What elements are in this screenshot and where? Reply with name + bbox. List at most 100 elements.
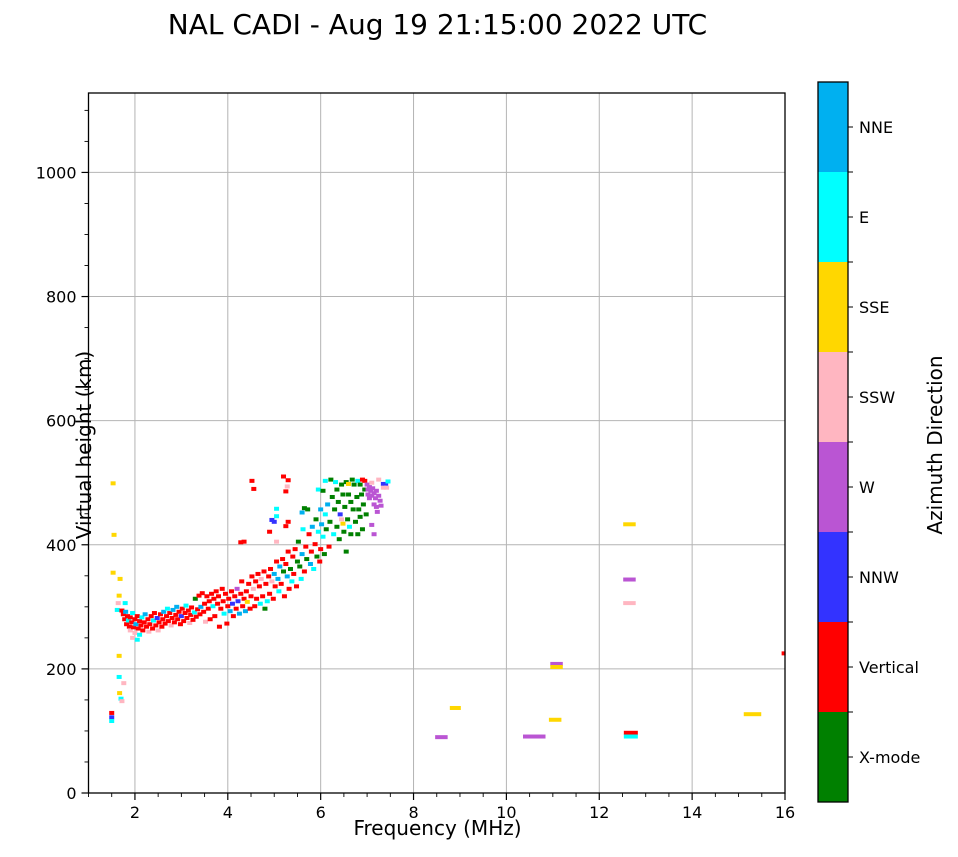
scatter-point bbox=[341, 529, 347, 534]
scatter-point bbox=[146, 629, 152, 634]
scatter-point bbox=[294, 584, 300, 589]
colorbar-segment bbox=[818, 82, 848, 172]
scatter-point bbox=[161, 609, 167, 614]
scatter-point bbox=[301, 569, 307, 574]
scatter-point bbox=[280, 557, 286, 562]
scatter-point bbox=[290, 554, 296, 559]
colorbar-tick-label: E bbox=[859, 208, 869, 227]
scatter-point bbox=[371, 491, 377, 496]
scatter-point bbox=[121, 681, 127, 686]
scatter-point bbox=[352, 519, 358, 524]
scatter-point bbox=[337, 512, 343, 517]
scatter-point bbox=[130, 635, 136, 640]
scatter-point bbox=[178, 614, 184, 619]
scatter-point bbox=[289, 579, 295, 584]
scatter-point bbox=[267, 591, 273, 596]
scatter-point bbox=[299, 510, 305, 515]
scatter-point bbox=[523, 734, 546, 739]
scatter-point bbox=[278, 581, 284, 586]
colorbar-segment bbox=[818, 172, 848, 262]
scatter-point bbox=[333, 480, 339, 485]
scatter-point bbox=[198, 604, 204, 609]
scatter-point bbox=[339, 482, 345, 487]
scatter-point bbox=[125, 614, 131, 619]
scatter-point bbox=[298, 576, 304, 581]
scatter-point bbox=[177, 622, 183, 627]
scatter-point bbox=[339, 517, 345, 522]
scatter-point bbox=[342, 504, 348, 509]
scatter-point bbox=[167, 611, 173, 616]
scatter-point bbox=[267, 529, 273, 534]
scatter-point bbox=[229, 601, 235, 606]
scatter-point bbox=[164, 606, 170, 611]
scatter-point bbox=[346, 492, 352, 497]
scatter-point bbox=[370, 486, 376, 491]
scatter-point bbox=[164, 614, 170, 619]
scatter-point bbox=[189, 605, 195, 610]
scatter-point bbox=[376, 477, 382, 482]
scatter-point bbox=[319, 522, 325, 527]
x-tick-label: 6 bbox=[316, 803, 326, 822]
x-tick-label: 12 bbox=[589, 803, 609, 822]
scatter-point bbox=[308, 549, 314, 554]
scatter-point bbox=[216, 594, 222, 599]
scatter-point bbox=[261, 569, 267, 574]
y-tick-label: 600 bbox=[46, 412, 77, 431]
x-tick-label: 10 bbox=[496, 803, 516, 822]
scatter-point bbox=[187, 620, 193, 625]
scatter-point bbox=[151, 611, 157, 616]
scatter-point bbox=[334, 487, 340, 492]
scatter-point bbox=[207, 617, 213, 622]
scatter-point bbox=[318, 507, 324, 512]
scatter-point bbox=[124, 622, 130, 627]
x-tick-label: 8 bbox=[408, 803, 418, 822]
colorbar-tick-label: NNW bbox=[859, 568, 899, 587]
scatter-point bbox=[346, 524, 352, 529]
scatter-point bbox=[314, 554, 320, 559]
scatter-point bbox=[369, 493, 375, 498]
scatter-point bbox=[135, 626, 141, 631]
scatter-point bbox=[117, 691, 123, 696]
scatter-point bbox=[362, 487, 368, 492]
scatter-point bbox=[140, 628, 146, 633]
scatter-point bbox=[306, 532, 312, 537]
scatter-point bbox=[202, 601, 208, 606]
y-tick-label: 1000 bbox=[36, 163, 77, 182]
scatter-point bbox=[297, 564, 303, 569]
scatter-point bbox=[119, 699, 125, 704]
scatter-point bbox=[148, 614, 154, 619]
scatter-point bbox=[266, 574, 272, 579]
scatter-point bbox=[222, 591, 228, 596]
scatter-point bbox=[360, 502, 366, 507]
scatter-point bbox=[155, 628, 161, 633]
scatter-point bbox=[376, 493, 382, 498]
scatter-point bbox=[118, 696, 124, 701]
scatter-point bbox=[274, 539, 280, 544]
scatter-point bbox=[241, 539, 247, 544]
scatter-point bbox=[304, 557, 310, 562]
scatter-point bbox=[141, 620, 147, 625]
scatter-point bbox=[122, 601, 128, 606]
scatter-point bbox=[256, 584, 262, 589]
scatter-point bbox=[369, 522, 375, 527]
scatter-point bbox=[315, 529, 321, 534]
scatter-point bbox=[368, 488, 374, 493]
scatter-point bbox=[325, 502, 331, 507]
colorbar-tick-label: W bbox=[859, 478, 875, 497]
scatter-point bbox=[550, 661, 563, 666]
scatter-point bbox=[340, 492, 346, 497]
scatter-point bbox=[206, 599, 212, 604]
scatter-point bbox=[286, 586, 292, 591]
scatter-point bbox=[251, 486, 257, 491]
scatter-point bbox=[378, 503, 384, 508]
scatter-point bbox=[373, 488, 379, 493]
scatter-point bbox=[244, 599, 250, 604]
scatter-point bbox=[241, 596, 247, 601]
scatter-point bbox=[213, 589, 219, 594]
scatter-point bbox=[303, 544, 309, 549]
scatter-point bbox=[348, 532, 354, 537]
scatter-point bbox=[349, 477, 355, 482]
scatter-point bbox=[354, 494, 360, 499]
scatter-point bbox=[301, 506, 307, 511]
scatter-point bbox=[232, 594, 238, 599]
